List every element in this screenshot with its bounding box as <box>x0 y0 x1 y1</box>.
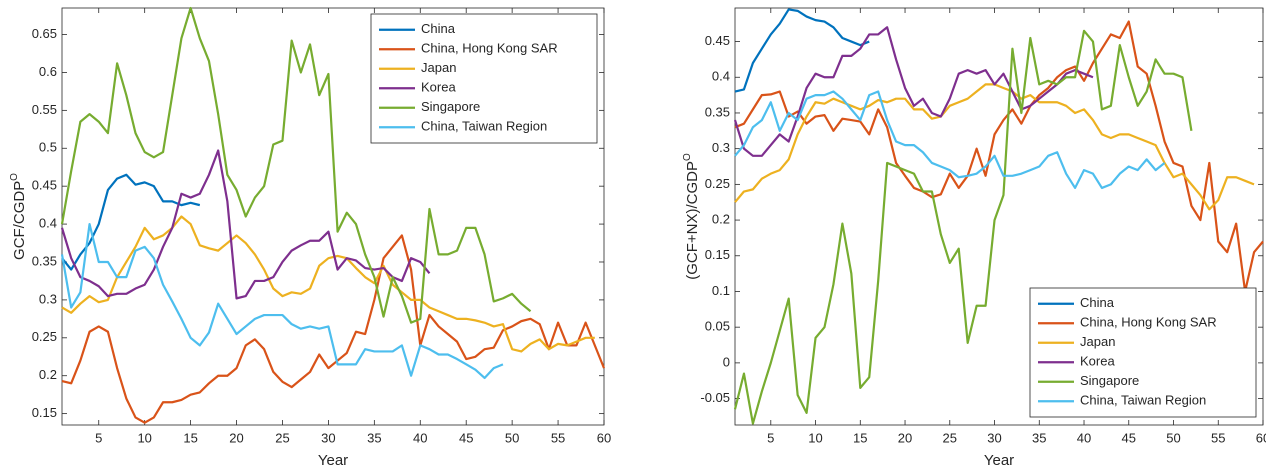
y-tick-label: 0.45 <box>32 178 57 193</box>
data-line <box>734 8 870 93</box>
data-line <box>733 26 1094 157</box>
y-axis-title: GCF/CGDPO <box>9 173 28 260</box>
x-tick-label: 60 <box>597 430 611 445</box>
y-tick-label: 0.3 <box>39 291 57 306</box>
y-tick-label: 0.15 <box>32 405 57 420</box>
x-tick-label: 55 <box>551 430 565 445</box>
y-axis-title: (GCF+NX)/CGDPO <box>682 153 701 280</box>
y-axis-title-superscript: O <box>9 173 20 181</box>
y-tick-label: 0.55 <box>32 102 57 117</box>
legend-label: China <box>421 21 456 36</box>
x-tick-label: 50 <box>1166 430 1180 445</box>
y-tick-label: 0.35 <box>32 253 57 268</box>
data-line <box>734 20 1264 293</box>
legend-label: Japan <box>421 60 456 75</box>
x-tick-label: 15 <box>853 430 867 445</box>
data-line <box>733 29 1193 425</box>
x-tick-label: 5 <box>767 430 774 445</box>
x-tick-label: 15 <box>183 430 197 445</box>
y-tick-label: 0.2 <box>712 212 730 227</box>
legend-label: China, Taiwan Region <box>1080 393 1206 408</box>
data-line <box>61 215 595 353</box>
y-tick-label: 0.4 <box>39 216 57 231</box>
legend: China China, Hong Kong SAR Japan Korea Singa… <box>1029 287 1257 418</box>
x-tick-label: 45 <box>459 430 473 445</box>
data-line <box>60 149 431 300</box>
y-tick-label: 0.45 <box>705 33 730 48</box>
x-tick-label: 20 <box>898 430 912 445</box>
x-tick-label: 40 <box>413 430 427 445</box>
chart-panel: 5 10 15 20 25 30 35 40 45 50 55 60 0.15 0.2 0.25 0.3 0.3… <box>9 6 611 469</box>
y-axis-title-main: (GCF+NX)/CGDP <box>684 161 701 280</box>
data-line <box>61 234 606 424</box>
chart-panel: 5 10 15 20 25 30 35 40 45 50 55 60 -0.05 0 0.05 0.1 0.15… <box>682 7 1266 469</box>
y-tick-label: 0.6 <box>39 64 57 79</box>
data-line <box>734 90 1166 190</box>
y-tick-label: 0.4 <box>712 69 730 84</box>
y-tick-label: 0.2 <box>39 367 57 382</box>
x-tick-label: 25 <box>943 430 957 445</box>
x-tick-label: 40 <box>1077 430 1091 445</box>
y-tick-label: 0 <box>723 354 730 369</box>
y-tick-label: 0.25 <box>32 329 57 344</box>
data-line <box>60 6 532 324</box>
x-tick-label: 60 <box>1256 430 1266 445</box>
x-tick-label: 25 <box>275 430 289 445</box>
y-tick-label: 0.05 <box>705 319 730 334</box>
y-tick-label: 0.35 <box>705 104 730 119</box>
y-axis-title-main: GCF/CGDP <box>11 181 28 260</box>
legend-label: Singapore <box>1080 373 1139 388</box>
y-tick-label: 0.25 <box>705 176 730 191</box>
legend-label: Korea <box>1080 354 1115 369</box>
y-tick-label: 0.15 <box>705 247 730 262</box>
x-tick-label: 30 <box>321 430 335 445</box>
y-tick-label: -0.05 <box>700 390 730 405</box>
x-tick-label: 5 <box>95 430 102 445</box>
legend-label: China, Hong Kong SAR <box>421 41 558 56</box>
data-line <box>60 222 504 380</box>
y-tick-label: 0.65 <box>32 26 57 41</box>
x-tick-label: 20 <box>229 430 243 445</box>
y-tick-label: 0.3 <box>712 140 730 155</box>
legend-label: Japan <box>1080 334 1115 349</box>
legend-box <box>1029 287 1257 418</box>
y-tick-label: 0.1 <box>712 283 730 298</box>
x-tick-label: 55 <box>1211 430 1225 445</box>
x-axis-title: Year <box>318 452 348 469</box>
legend-label: Singapore <box>421 99 480 114</box>
legend-label: China <box>1080 295 1115 310</box>
x-tick-label: 30 <box>987 430 1001 445</box>
data-line <box>61 173 201 271</box>
x-tick-label: 50 <box>505 430 519 445</box>
legend-label: China, Taiwan Region <box>421 119 547 134</box>
legend: China China, Hong Kong SAR Japan Korea Singa… <box>370 13 598 144</box>
legend-label: China, Hong Kong SAR <box>1080 315 1217 330</box>
x-axis-title: Year <box>984 452 1014 469</box>
x-tick-label: 45 <box>1122 430 1136 445</box>
x-tick-label: 10 <box>808 430 822 445</box>
y-tick-label: 0.5 <box>39 140 57 155</box>
y-axis-title-superscript: O <box>682 153 693 161</box>
x-tick-label: 10 <box>137 430 151 445</box>
legend-label: Korea <box>421 80 456 95</box>
x-tick-label: 35 <box>1032 430 1046 445</box>
legend-box <box>370 13 598 144</box>
x-tick-label: 35 <box>367 430 381 445</box>
